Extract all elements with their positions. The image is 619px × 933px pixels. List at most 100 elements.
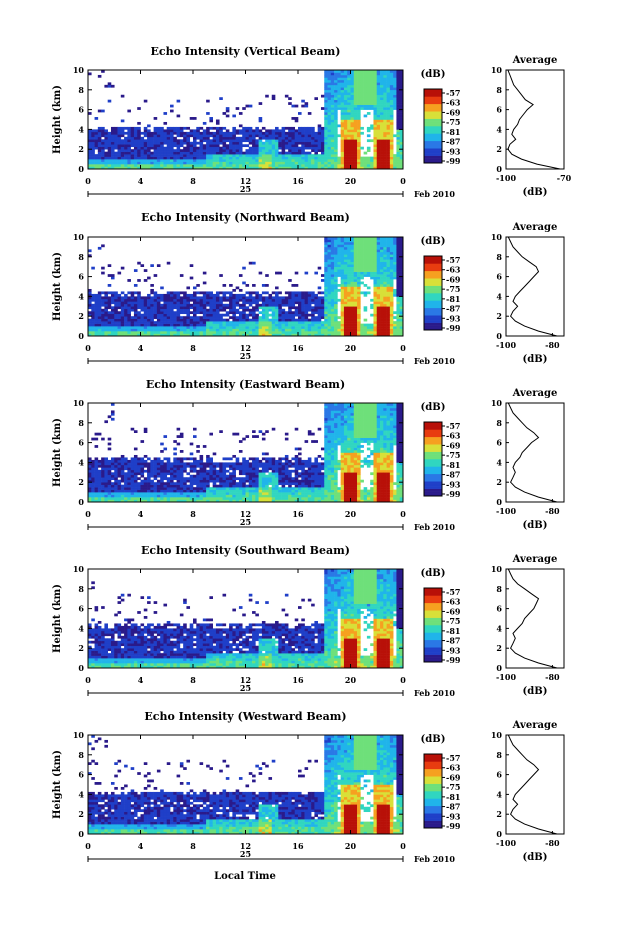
heatmap-cell	[209, 294, 213, 297]
heatmap-cell	[305, 102, 309, 105]
heatmap-cell	[387, 287, 391, 290]
heatmap-cell	[351, 124, 355, 127]
heatmap-cell	[262, 154, 266, 157]
heatmap-cell	[380, 164, 384, 167]
heatmap-cell	[131, 462, 135, 465]
heatmap-cell	[373, 242, 377, 245]
heatmap-cell	[380, 254, 384, 257]
heatmap-cell	[134, 455, 138, 458]
heatmap-cell	[357, 162, 361, 165]
heatmap-cell	[328, 264, 332, 267]
heatmap-cell	[344, 244, 348, 247]
heatmap-cell	[232, 331, 236, 334]
heatmap-cell	[134, 311, 138, 314]
heatmap-cell	[177, 127, 181, 130]
heatmap-cell	[370, 157, 374, 160]
heatmap-cell	[183, 490, 187, 493]
heatmap-cell	[383, 102, 387, 105]
heatmap-cell	[186, 331, 190, 334]
heatmap-cell	[314, 306, 318, 309]
heatmap-cell	[351, 132, 355, 135]
heatmap-cell	[272, 291, 276, 294]
heatmap-cell	[246, 284, 250, 287]
heatmap-cell	[298, 301, 302, 304]
heatmap-cell	[357, 262, 361, 265]
heatmap-cell	[370, 127, 374, 130]
heatmap-cell	[377, 112, 381, 115]
heatmap-cell	[226, 137, 230, 140]
heatmap-cell	[127, 497, 131, 500]
heatmap-cell	[331, 284, 335, 287]
heatmap-cell	[364, 107, 368, 110]
heatmap-cell	[114, 460, 118, 463]
heatmap-cell	[108, 490, 112, 493]
heatmap-cell	[259, 316, 263, 319]
heatmap-cell	[226, 144, 230, 147]
heatmap-cell	[334, 159, 338, 162]
heatmap-cell	[177, 115, 181, 118]
heatmap-cell	[344, 129, 348, 132]
heatmap-cell	[114, 164, 118, 167]
heatmap-cell	[239, 321, 243, 324]
heatmap-cell	[134, 490, 138, 493]
heatmap-cell	[308, 127, 312, 130]
heatmap-cell	[170, 462, 174, 465]
heatmap-cell	[265, 331, 269, 334]
heatmap-cell	[282, 301, 286, 304]
heatmap-cell	[328, 247, 332, 250]
heatmap-cell	[357, 144, 361, 147]
heatmap-cell	[232, 149, 236, 152]
heatmap-cell	[387, 277, 391, 280]
heatmap-cell	[114, 309, 118, 312]
heatmap-cell	[282, 147, 286, 150]
heatmap-cell	[157, 304, 161, 307]
heatmap-cell	[324, 321, 328, 324]
heatmap-cell	[268, 152, 272, 155]
heatmap-cell	[275, 296, 279, 299]
heatmap-cell	[150, 162, 154, 165]
heatmap-cell	[114, 472, 118, 475]
heatmap-cell	[134, 299, 138, 302]
heatmap-cell	[141, 487, 145, 490]
heatmap-cell	[344, 304, 348, 307]
heatmap-cell	[114, 490, 118, 493]
heatmap-cell	[390, 311, 394, 314]
colorbar-tick-label: -99	[446, 156, 461, 166]
heatmap-cell	[380, 314, 384, 317]
heatmap-cell	[321, 134, 325, 137]
heatmap-cell	[377, 129, 381, 132]
heatmap-cell	[328, 301, 332, 304]
heatmap-cell	[213, 304, 217, 307]
heatmap-cell	[298, 142, 302, 145]
heatmap-cell	[341, 92, 345, 95]
heatmap-cell	[183, 142, 187, 145]
heatmap-cell	[163, 477, 167, 480]
heatmap-cell	[334, 239, 338, 242]
heatmap-cell	[111, 157, 115, 160]
heatmap-cell	[308, 326, 312, 329]
heatmap-cell	[275, 134, 279, 137]
heatmap-cell	[278, 309, 282, 312]
heatmap-cell	[278, 132, 282, 135]
heatmap-cell	[377, 284, 381, 287]
heatmap-cell	[104, 137, 108, 140]
heatmap-cell	[334, 316, 338, 319]
heatmap-cell	[331, 277, 335, 280]
heatmap-cell	[373, 144, 377, 147]
heatmap-cell	[351, 284, 355, 287]
heatmap-cell	[160, 326, 164, 329]
heatmap-cell	[367, 242, 371, 245]
heatmap-cell	[311, 144, 315, 147]
heatmap-cell	[347, 129, 351, 132]
heatmap-cell	[246, 129, 250, 132]
heatmap-cell	[137, 262, 141, 265]
heatmap-cell	[229, 149, 233, 152]
heatmap-cell	[134, 142, 138, 145]
heatmap-cell	[354, 282, 358, 285]
heatmap-cell	[347, 87, 351, 90]
heatmap-cell	[328, 244, 332, 247]
heatmap-cell	[249, 291, 253, 294]
heatmap-cell	[206, 139, 210, 142]
heatmap-cell	[383, 132, 387, 135]
colorbar-segment	[424, 295, 442, 298]
